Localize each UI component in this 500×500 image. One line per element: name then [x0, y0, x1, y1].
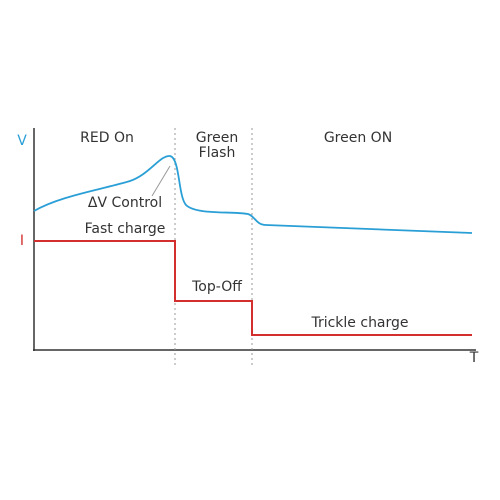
annotation: Fast charge: [85, 221, 166, 237]
i-label: I: [20, 233, 24, 249]
annotation: Trickle charge: [310, 315, 408, 331]
phase-label: Green: [196, 130, 238, 146]
phase-label: Flash: [199, 145, 236, 161]
annotation: Top-Off: [191, 279, 242, 295]
pointer: [151, 165, 171, 197]
t-label: T: [469, 350, 479, 366]
v-label: V: [17, 133, 27, 149]
current-curve: [34, 240, 472, 336]
phase-label: RED On: [80, 130, 134, 146]
annotation: ΔV Control: [88, 195, 162, 211]
phase-label: Green ON: [324, 130, 392, 146]
voltage-curve: [33, 155, 473, 234]
